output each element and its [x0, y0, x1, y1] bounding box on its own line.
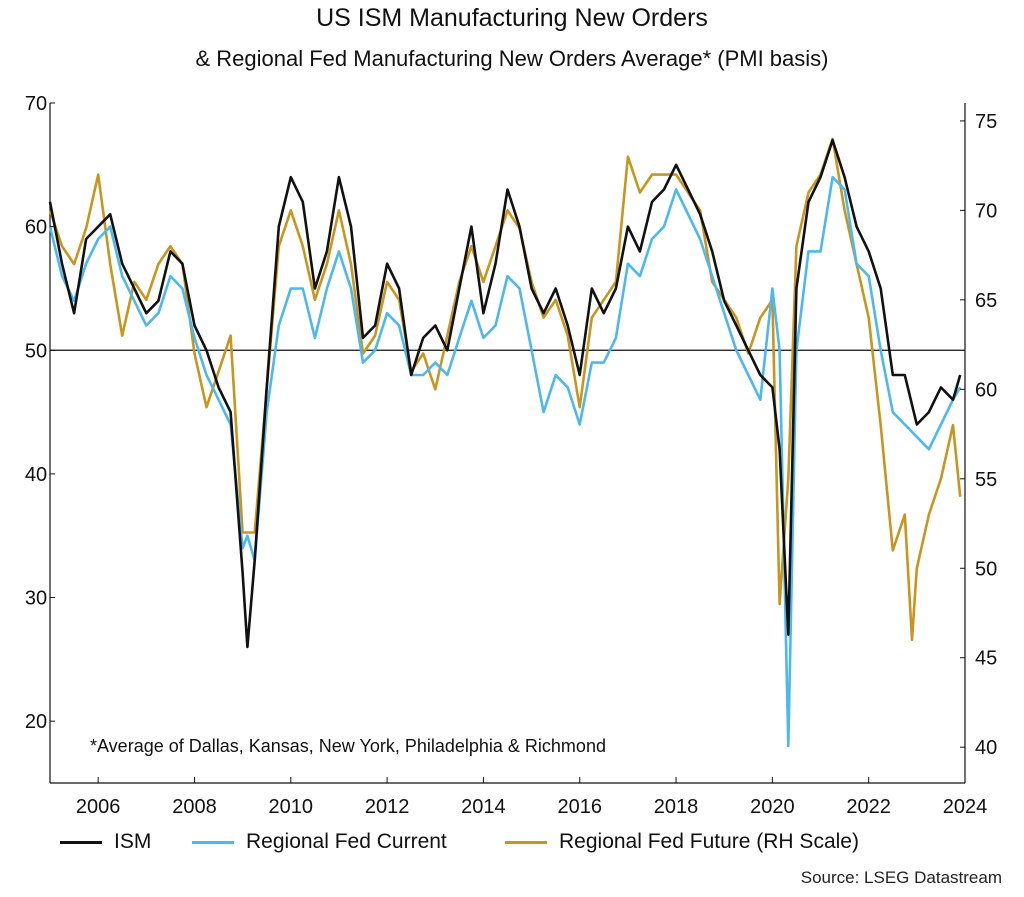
right-tick-label: 45 [975, 648, 997, 670]
x-tick-label: 2020 [750, 796, 795, 818]
legend-label-ism: ISM [114, 830, 152, 853]
source-note: Source: LSEG Datastream [800, 868, 1002, 887]
legend-label-regional-future: Regional Fed Future (RH Scale) [559, 830, 859, 853]
plot-frame [49, 103, 966, 784]
right-tick-label: 40 [975, 737, 997, 759]
right-tick-label: 70 [975, 200, 997, 222]
x-tick-label: 2012 [365, 796, 410, 818]
left-tick-label: 30 [25, 588, 47, 610]
tick-group: 20 30 40 50 60 70 40 45 50 55 60 65 70 75 2006 2008 2010… [25, 93, 997, 818]
legend-swatch-regional-future [505, 840, 547, 844]
right-tick-label: 65 [975, 290, 997, 312]
chart-note: *Average of Dallas, Kansas, New York, Ph… [90, 736, 606, 756]
left-tick-label: 40 [25, 464, 47, 486]
legend-item-regional-current: Regional Fed Current [192, 830, 447, 854]
ism-line [48, 138, 962, 649]
chart-title: US ISM Manufacturing New Orders [316, 4, 708, 32]
regional-future-line [48, 137, 962, 642]
x-tick-label: 2024 [943, 796, 988, 818]
legend-item-ism: ISM [60, 830, 151, 854]
x-tick-label: 2006 [76, 796, 121, 818]
right-tick-label: 50 [975, 558, 997, 580]
legend-item-regional-future: Regional Fed Future (RH Scale) [505, 830, 859, 854]
right-tick-label: 75 [975, 111, 997, 133]
x-tick-label: 2018 [654, 796, 699, 818]
legend-label-regional-current: Regional Fed Current [246, 830, 447, 853]
chart-subtitle: & Regional Fed Manufacturing New Orders … [195, 46, 829, 71]
left-tick-label: 70 [25, 93, 47, 115]
left-tick-label: 20 [25, 711, 47, 733]
legend: ISM Regional Fed Current Regional Fed Fu… [0, 830, 1024, 860]
series-group [48, 137, 962, 748]
x-tick-label: 2008 [172, 796, 217, 818]
left-tick-label: 50 [25, 340, 47, 362]
legend-swatch-regional-current [192, 840, 234, 844]
x-tick-label: 2014 [461, 796, 506, 818]
x-tick-label: 2022 [846, 796, 891, 818]
legend-swatch-ism [60, 840, 102, 844]
x-tick-label: 2016 [557, 796, 602, 818]
left-tick-label: 60 [25, 217, 47, 239]
x-tick-label: 2010 [269, 796, 314, 818]
regional-current-line [48, 175, 962, 748]
right-tick-label: 60 [975, 379, 997, 401]
right-tick-label: 55 [975, 469, 997, 491]
